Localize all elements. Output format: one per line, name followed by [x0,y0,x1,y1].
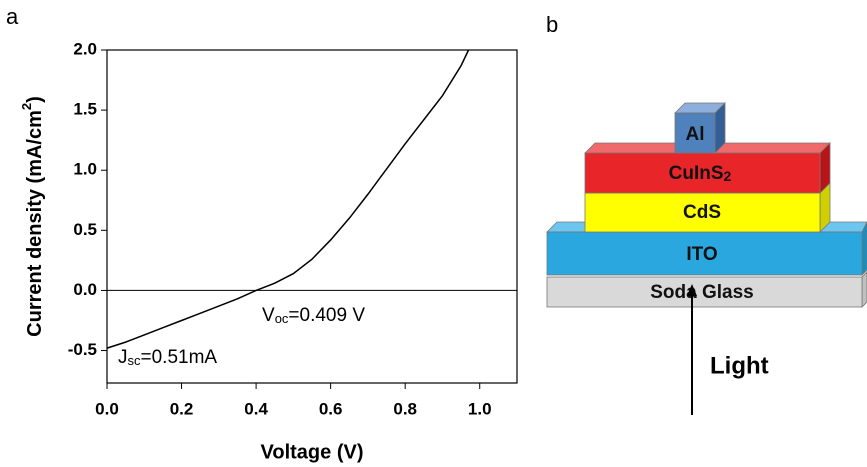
light-label: Light [710,352,769,379]
annotation-part: =0.409 V [288,305,365,326]
y-tick-label: 1.0 [73,160,97,179]
y-tick-label: 0.5 [73,220,97,239]
x-tick-label: 0.0 [95,399,119,418]
cuins2-layer [584,152,821,194]
glass-layer [546,276,863,308]
panel-label: a [6,4,19,29]
annotation-part: oc [275,311,289,326]
annotation: Jsc=0.51mA [118,347,217,368]
layer-label: Soda Glass [650,282,754,303]
y-axis-label-part: ) [24,96,46,103]
al-layer [674,112,716,154]
plot-frame [106,49,518,384]
y-tick-label: -0.5 [68,340,97,359]
layer-label: CuInS2 [669,163,732,184]
y-tick-label: 0.0 [73,280,97,299]
annotation-part: =0.51mA [141,347,218,368]
y-axis-label-part: Current density (mA/cm [24,110,46,337]
x-axis-label: Voltage (V) [261,441,364,463]
annotation-part: V [262,305,275,326]
x-tick-label: 0.2 [170,399,194,418]
layer-label: Al [686,124,705,145]
annotation: Voc=0.409 V [262,305,365,326]
layer-label: ITO [686,244,717,265]
layer-label: CdS [683,202,721,223]
glass-side [861,271,867,308]
x-tick-label: 0.8 [393,399,417,418]
annotation-part: J [118,347,128,368]
x-tick-label: 1.0 [468,399,492,418]
ito-layer [546,231,863,276]
y-axis-label: Current density (mA/cm2) [19,96,46,337]
y-tick-label: 2.0 [73,39,97,58]
x-tick-label: 0.6 [319,399,343,418]
ito-side [861,221,867,276]
cds-layer [584,192,821,233]
y-axis-label-part: 2 [19,103,34,110]
arrow-head [687,284,697,296]
layer-stack [546,102,867,308]
y-tick-label: 1.5 [73,100,97,119]
annotation-part: sc [128,353,142,368]
panel-label: b [546,12,558,37]
jv-curve [106,49,470,349]
x-tick-label: 0.4 [244,399,268,418]
